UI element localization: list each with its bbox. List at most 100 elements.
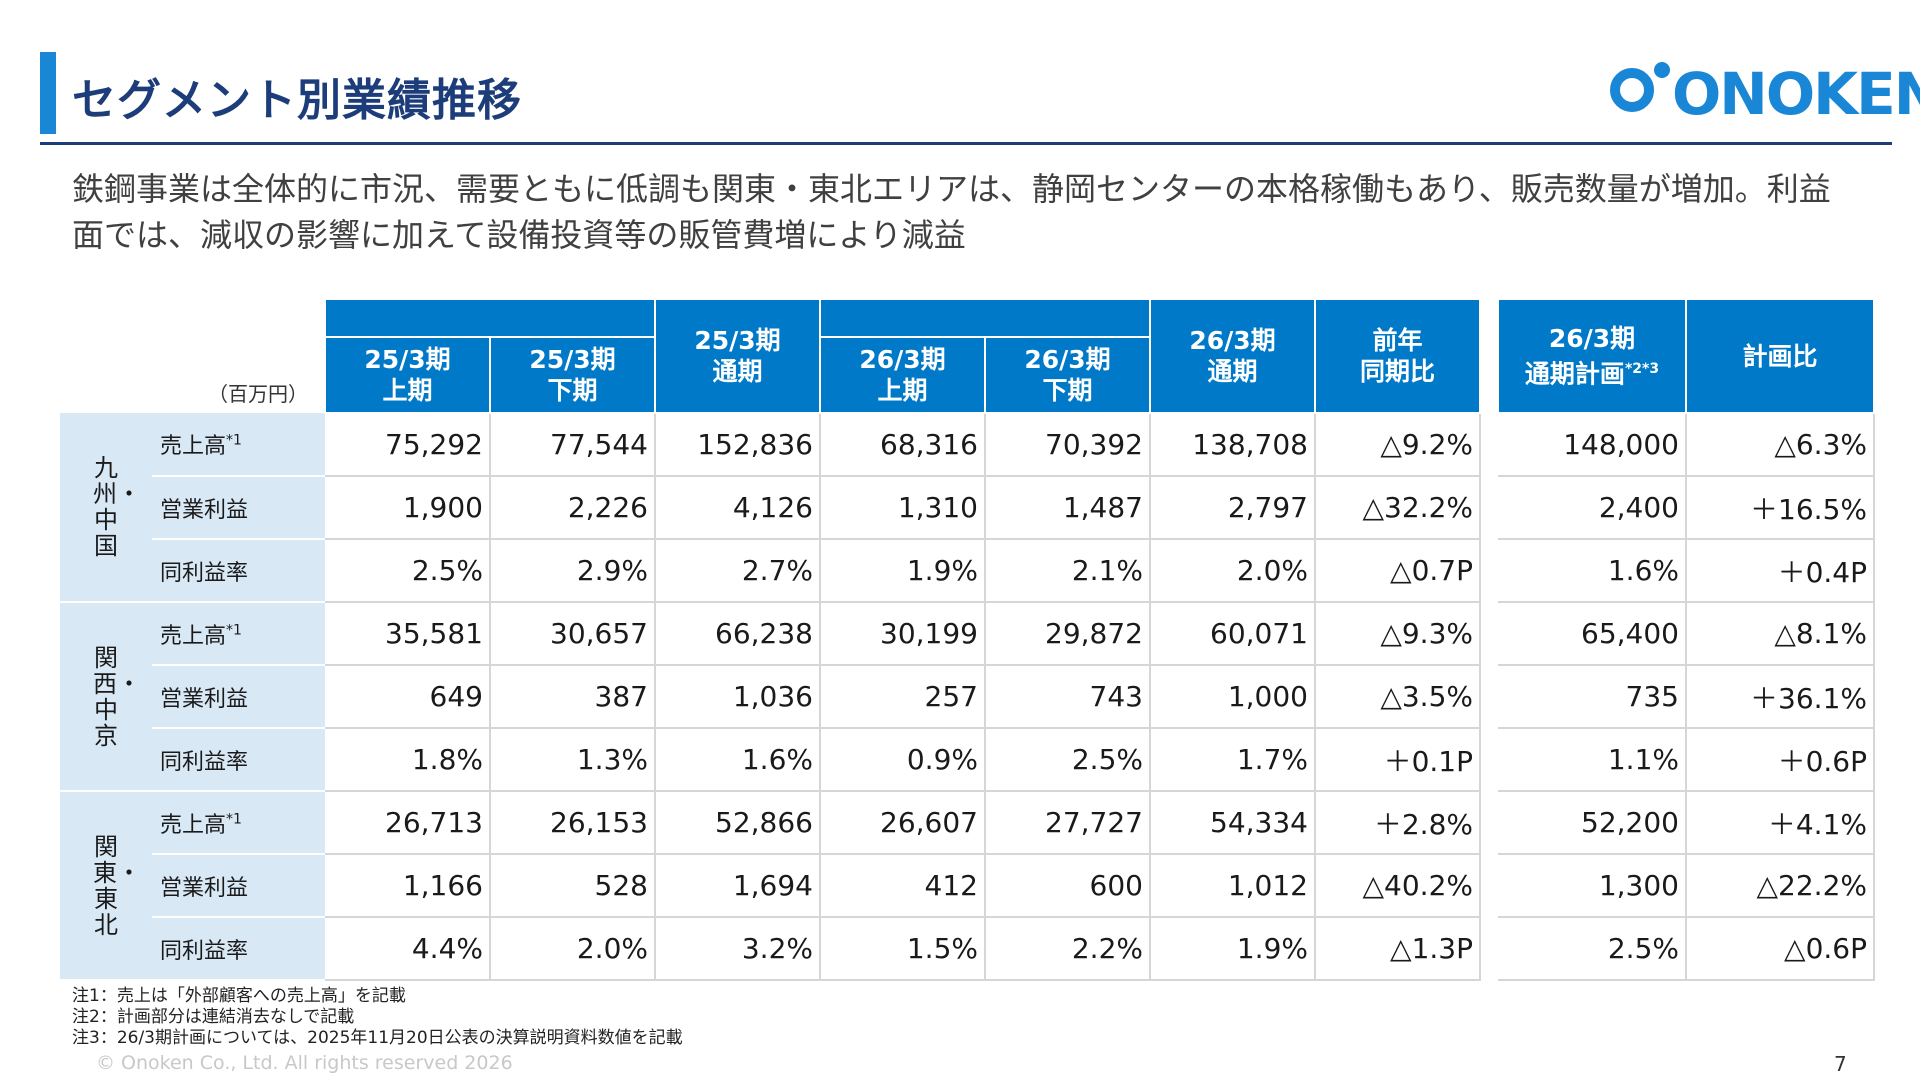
table-cell: 2.0% [490,917,656,981]
table-cell: 4.4% [325,917,491,981]
segment-performance-table: （百万円） 25/3期 通期 26/3期 通期 前年 同期比 26/3期 通期計… [60,298,1875,981]
table-cell: △0.6P [1686,917,1875,981]
table-cell: 1.6% [1498,539,1687,603]
metric-label-text: 営業利益 [160,875,249,901]
table-cell: △9.2% [1315,413,1481,477]
logo-dot-icon [1654,62,1670,78]
header-fy25-h1: 25/3期 上期 [324,336,491,414]
table-cell: 3.2% [655,917,821,981]
footnote-1: 注1：売上は「外部顧客への売上高」を記載 [72,986,406,1006]
segment-name: 関東・東北 [60,791,152,981]
table-cell: 138,708 [1150,413,1316,477]
table-cell: 2.5% [985,728,1151,792]
metric-label-text: 売上高 [160,812,227,838]
table-cell: 1,694 [655,854,821,918]
metric-label-text: 営業利益 [160,497,249,523]
table-cell: 1,036 [655,665,821,729]
table-cell: △32.2% [1315,476,1481,540]
table-cell: 54,334 [1150,791,1316,855]
table-body: 九州・中国 売上高*1 75,292 77,544 152,836 68,316 70,39… [60,413,1875,981]
table-cell: 528 [490,854,656,918]
footnote-2: 注2：計画部分は連結消去なしで記載 [72,1007,355,1027]
table-cell: ＋0.6P [1686,728,1875,792]
header-fy26-plan: 26/3期 通期計画*2*3 [1497,298,1687,414]
table-cell: 26,607 [820,791,986,855]
metric-label-text: 同利益率 [160,749,249,775]
table-cell: ＋36.1% [1686,665,1875,729]
table-cell: 2,226 [490,476,656,540]
table-cell: 70,392 [985,413,1151,477]
table-cell: 30,657 [490,602,656,666]
metric-label: 営業利益 [152,476,325,540]
table-cell: 743 [985,665,1151,729]
table-row: 同利益率 4.4% 2.0% 3.2% 1.5% 2.2% 1.9% △1.3P 2.5% △0.… [60,917,1875,981]
table-cell: △1.3P [1315,917,1481,981]
table-row: 営業利益 649 387 1,036 257 743 1,000 △3.5% 735 ＋36.1% [60,665,1875,729]
table-cell: 26,713 [325,791,491,855]
metric-label: 同利益率 [152,917,325,981]
metric-label: 同利益率 [152,728,325,792]
page-number: 7 [1834,1052,1847,1076]
table-cell: 52,200 [1498,791,1687,855]
table-cell: △40.2% [1315,854,1481,918]
table-cell: 29,872 [985,602,1151,666]
header-fy26-h2: 26/3期 下期 [984,336,1151,414]
segment-name-text: 関東・東北 [93,832,141,939]
table-cell: 2.2% [985,917,1151,981]
table-cell: △8.1% [1686,602,1875,666]
table-cell: ＋2.8% [1315,791,1481,855]
table-cell: 1,166 [325,854,491,918]
table-cell: 412 [820,854,986,918]
table-cell: 2.5% [1498,917,1687,981]
table-cell: △0.7P [1315,539,1481,603]
table-cell: 1.6% [655,728,821,792]
table-cell: 2.7% [655,539,821,603]
table-cell: 1.9% [1150,917,1316,981]
footnote-3: 注3：26/3期計画については、2025年11月20日公表の決算説明資料数値を記… [72,1028,683,1048]
metric-label: 営業利益 [152,854,325,918]
table-row: 関西・中京 売上高*1 35,581 30,657 66,238 30,199 29,872… [60,602,1875,792]
table-cell: 30,199 [820,602,986,666]
table-cell: 1.7% [1150,728,1316,792]
table-cell: 1.5% [820,917,986,981]
table-cell: 1,300 [1498,854,1687,918]
header-vs-plan: 計画比 [1685,298,1875,414]
header-band-fy25 [324,298,656,338]
table-cell: 1,310 [820,476,986,540]
table-cell: 1.9% [820,539,986,603]
table-row: 同利益率 1.8% 1.3% 1.6% 0.9% 2.5% 1.7% ＋0.1P 1.1% ＋0.… [60,728,1875,792]
table-cell: 68,316 [820,413,986,477]
table-cell: 1.1% [1498,728,1687,792]
table-cell: ＋16.5% [1686,476,1875,540]
table-cell: 60,071 [1150,602,1316,666]
table-cell: 257 [820,665,986,729]
table-row: 同利益率 2.5% 2.9% 2.7% 1.9% 2.1% 2.0% △0.7P 1.6% ＋0.… [60,539,1875,603]
table-cell: △3.5% [1315,665,1481,729]
header-fy25-h2: 25/3期 下期 [489,336,656,414]
metric-label: 営業利益 [152,665,325,729]
table-row: 九州・中国 売上高*1 75,292 77,544 152,836 68,316 70,39… [60,413,1875,603]
metric-note-ref: *1 [226,811,242,828]
segment-name-text: 九州・中国 [93,454,141,560]
metric-label: 売上高*1 [152,791,325,855]
table-cell: 27,727 [985,791,1151,855]
summary-text: 鉄鋼事業は全体的に市況、需要ともに低調も関東・東北エリアは、静岡センターの本格稼… [72,170,1831,254]
table-cell: △22.2% [1686,854,1875,918]
table-cell: 2,400 [1498,476,1687,540]
metric-label: 同利益率 [152,539,325,603]
title-accent-bar [40,52,56,134]
logo-text: ONOKEN [1672,60,1920,128]
table-cell: 52,866 [655,791,821,855]
table-cell: 148,000 [1498,413,1687,477]
table-cell: 1.8% [325,728,491,792]
company-logo: ONOKEN [1610,62,1920,132]
table-cell: 735 [1498,665,1687,729]
table-row: 関東・東北 売上高*1 26,713 26,153 52,866 26,607 27,727… [60,791,1875,981]
segment-name: 九州・中国 [60,413,152,603]
table-row: 営業利益 1,900 2,226 4,126 1,310 1,487 2,797 △32.2%… [60,476,1875,540]
metric-label-text: 同利益率 [160,938,249,964]
copyright: © Onoken Co., Ltd. All rights reserved 2… [96,1052,513,1074]
table-cell: △9.3% [1315,602,1481,666]
unit-label: （百万円） [208,382,308,406]
title-divider [40,142,1892,145]
